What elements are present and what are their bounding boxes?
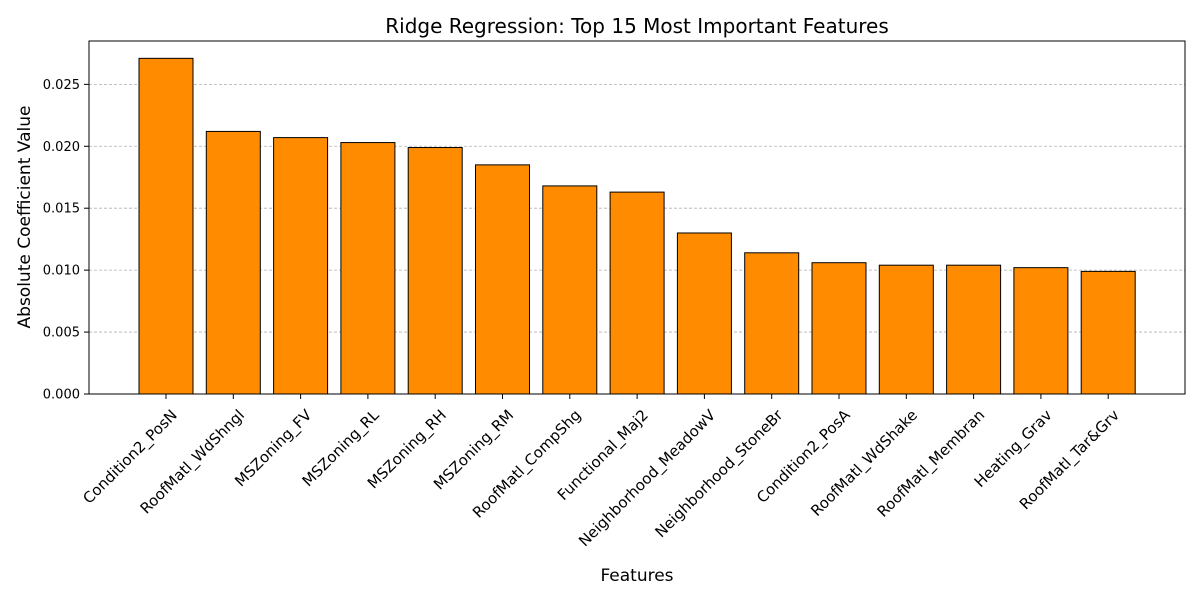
bar [273,137,329,395]
bar [205,130,261,395]
y-tick-label: 0.020 [43,140,80,155]
bar [1013,267,1069,395]
bar [542,185,598,395]
y-tick-label: 0.015 [43,202,80,217]
bars [138,57,1136,395]
bar [1080,270,1136,395]
bar [811,262,867,395]
bar [407,147,463,395]
x-tick-label: Neighborhood_MeadowV [575,406,720,551]
bar [138,57,194,395]
bar [609,191,665,395]
y-tick-label: 0.025 [43,78,80,93]
plot-frame [88,40,1186,395]
bar [878,264,934,395]
x-axis-ticks: Condition2_PosNRoofMatl_WdShnglMSZoning_… [79,394,1124,551]
bar [946,264,1002,395]
x-axis-label: Features [600,566,673,586]
y-axis-ticks: 0.000 0.005 0.010 0.015 0.020 0.025 [43,78,89,403]
chart-title: Ridge Regression: Top 15 Most Important … [385,14,889,38]
bar [475,164,530,395]
y-axis-label: Absolute Coefficient Value [15,106,35,329]
bar [340,142,396,395]
bar [676,232,732,395]
x-tick-label: Neighborhood_StoneBr [651,405,787,541]
bar [744,252,800,395]
y-tick-label: 0.010 [43,264,80,279]
y-tick-label: 0.000 [43,388,80,403]
y-tick-label: 0.005 [43,326,80,341]
